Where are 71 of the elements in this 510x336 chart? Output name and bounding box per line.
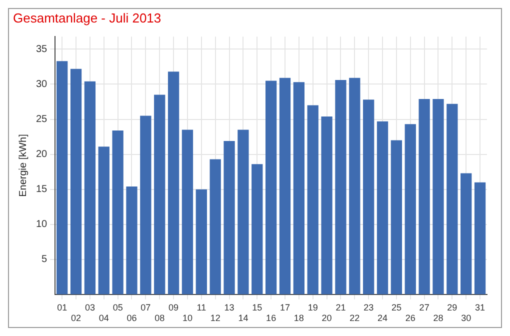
bar <box>376 121 388 294</box>
x-tick-label: 30 <box>461 313 472 324</box>
y-tick-label: 25 <box>36 114 48 126</box>
x-tick-label: 27 <box>419 302 430 312</box>
y-tick-label: 10 <box>36 219 48 230</box>
bar <box>168 72 180 294</box>
x-tick-label: 29 <box>447 302 458 312</box>
chart-title: Gesamtanlage - Juli 2013 <box>13 10 162 26</box>
bar <box>446 104 458 294</box>
x-tick-label: 17 <box>280 302 290 312</box>
x-tick-label: 24 <box>378 313 388 324</box>
bar <box>224 140 235 294</box>
bar <box>474 182 486 294</box>
x-tick-label: 28 <box>433 313 444 324</box>
y-tick-label: 20 <box>36 149 48 160</box>
x-tick-label: 07 <box>140 302 151 312</box>
x-tick-label: 23 <box>364 302 374 312</box>
bar <box>265 80 277 294</box>
x-tick-label: 14 <box>238 313 248 324</box>
x-tick-label: 16 <box>266 313 276 324</box>
bar <box>112 130 124 294</box>
bar <box>390 140 402 294</box>
bar <box>432 98 444 294</box>
x-tick-label: 31 <box>475 302 486 312</box>
x-tick-label: 12 <box>210 313 220 324</box>
x-tick-label: 26 <box>405 313 416 324</box>
x-tick-label: 10 <box>182 313 192 324</box>
x-tick-label: 20 <box>322 313 332 324</box>
bar <box>126 186 138 294</box>
bar <box>321 116 332 294</box>
bar <box>279 78 291 294</box>
bar <box>98 146 110 294</box>
y-tick-label: 35 <box>36 44 48 55</box>
bar <box>56 61 68 294</box>
y-tick-label: 30 <box>36 78 48 90</box>
x-tick-label: 22 <box>350 313 360 324</box>
bar <box>404 124 416 294</box>
x-tick-label: 21 <box>336 302 346 312</box>
bar <box>307 105 318 294</box>
bar <box>460 173 472 294</box>
x-tick-label: 19 <box>308 302 318 312</box>
bar <box>363 100 374 294</box>
bar <box>70 68 82 294</box>
bar <box>293 82 304 294</box>
bar <box>418 98 430 294</box>
x-tick-label: 01 <box>57 302 68 312</box>
bar <box>349 78 360 294</box>
x-tick-label: 11 <box>196 302 206 312</box>
x-tick-label: 09 <box>168 302 179 312</box>
x-tick-label: 02 <box>71 313 82 324</box>
bar <box>84 81 96 294</box>
x-tick-label: 13 <box>224 302 234 312</box>
x-tick-label: 18 <box>294 313 304 324</box>
y-tick-label: 5 <box>42 254 48 266</box>
bar <box>154 94 166 294</box>
x-tick-label: 06 <box>126 313 137 324</box>
x-tick-label: 03 <box>84 302 95 312</box>
x-tick-label: 05 <box>112 302 123 312</box>
bar <box>196 189 207 294</box>
bar <box>210 159 221 294</box>
x-tick-label: 15 <box>252 302 262 312</box>
x-tick-label: 04 <box>98 313 109 324</box>
y-axis-title: Energie [kWh] <box>18 134 29 197</box>
x-tick-label: 25 <box>391 302 402 312</box>
bar <box>335 80 346 294</box>
x-tick-label: 08 <box>154 313 165 324</box>
bar <box>140 116 152 294</box>
y-tick-label: 15 <box>36 184 48 196</box>
bar <box>238 130 249 294</box>
bar <box>252 164 263 294</box>
bar <box>182 130 194 294</box>
